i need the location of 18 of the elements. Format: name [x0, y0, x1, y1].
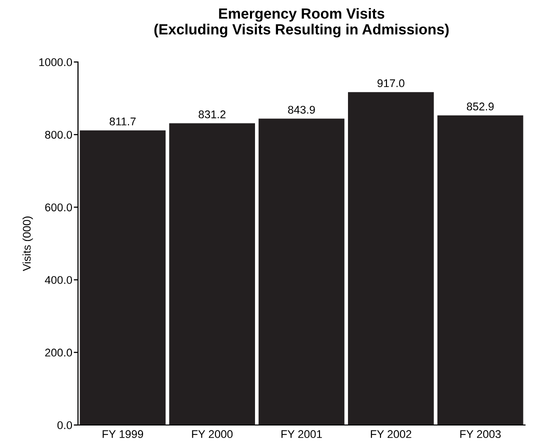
data-label: 917.0 [378, 79, 404, 88]
x-tick-label: FY 2003 [460, 430, 501, 438]
y-tick-label: 400.0 [44, 276, 72, 284]
x-tick-label: FY 2000 [192, 430, 233, 438]
data-label: 811.7 [110, 118, 136, 126]
y-axis-title: Visits (000) [22, 216, 33, 272]
data-label: 843.9 [288, 106, 315, 114]
chart-title: Emergency Room Visits (Excluding Visits Resulting in Admissions) [154, 8, 449, 38]
x-tick-label: FY 1999 [102, 430, 144, 438]
y-tick-label: 0.0 [57, 421, 72, 430]
y-tick-label: 600.0 [45, 203, 72, 212]
y-tick-label: 200.0 [45, 348, 72, 357]
data-label: 831.2 [198, 110, 226, 118]
x-tick-label: FY 2002 [370, 430, 412, 438]
data-label: 852.9 [466, 102, 494, 110]
y-tick-label: 1000.0 [39, 58, 72, 66]
x-tick-label: FY 2001 [282, 430, 322, 438]
y-tick-label: 800.0 [45, 130, 72, 139]
